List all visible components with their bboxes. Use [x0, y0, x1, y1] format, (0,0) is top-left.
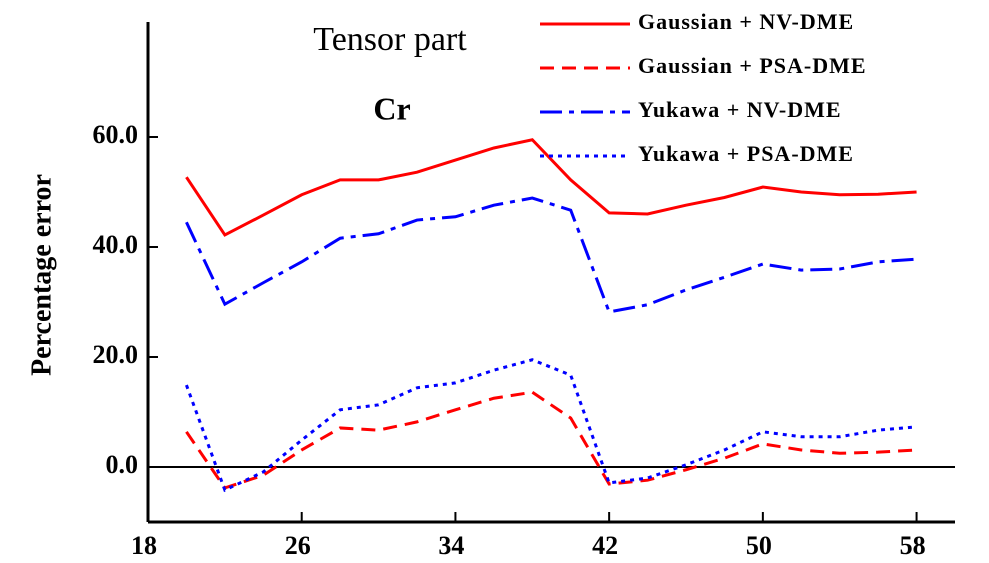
y-tick-label: 40.0 — [93, 230, 139, 259]
x-tick-label: 18 — [131, 531, 157, 560]
y-tick-label: 60.0 — [93, 120, 139, 149]
x-tick-label: 26 — [285, 531, 311, 560]
y-tick-label: 0.0 — [106, 450, 139, 479]
series-line — [185, 196, 917, 314]
x-tick-label: 50 — [746, 531, 772, 560]
series-line — [185, 358, 917, 493]
x-tick-label: 42 — [592, 531, 618, 560]
annotation: Tensor part — [313, 21, 467, 58]
legend-label: Yukawa + NV-DME — [638, 97, 842, 122]
x-tick-label: 34 — [438, 531, 464, 560]
x-tick-label: 58 — [900, 531, 926, 560]
y-tick-label: 20.0 — [93, 340, 139, 369]
series-line — [185, 390, 917, 490]
legend-label: Gaussian + PSA-DME — [638, 53, 867, 78]
legend-label: Gaussian + NV-DME — [638, 9, 854, 34]
annotation: Cr — [373, 90, 410, 126]
legend-label: Yukawa + PSA-DME — [638, 141, 854, 166]
y-axis-label: Percentage error — [26, 174, 57, 376]
series-line — [185, 138, 917, 237]
